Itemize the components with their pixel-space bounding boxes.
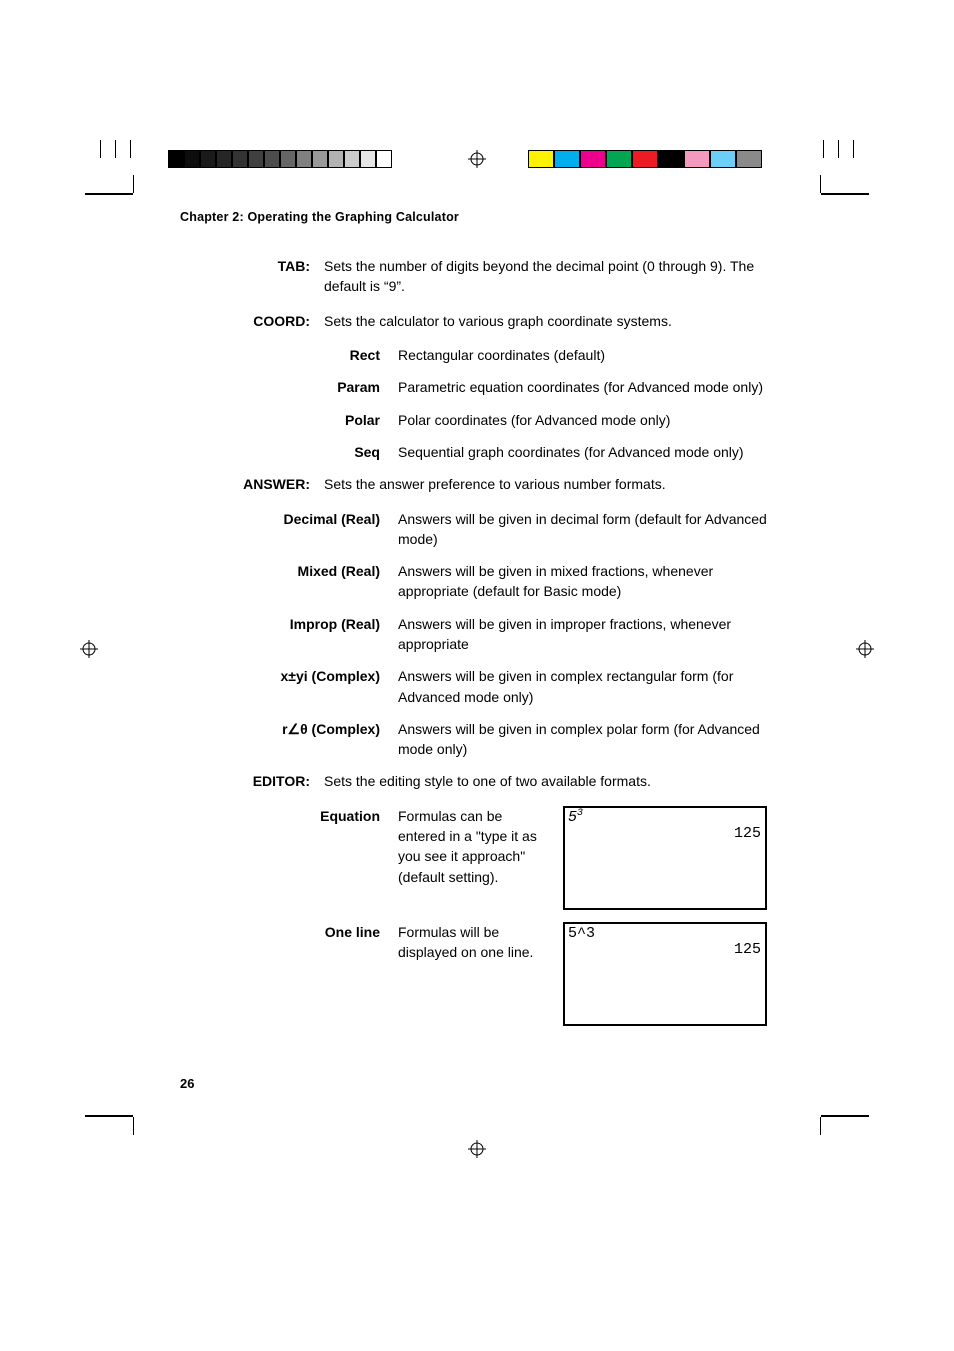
label-answer: ANSWER: [180, 474, 324, 494]
editor-item-desc: Formulas will be displayed on one line. [398, 922, 563, 963]
answer-item-label: x±yi (Complex) [180, 666, 398, 707]
answer-item-label: Mixed (Real) [180, 561, 398, 602]
answer-item-label: r∠θ (Complex) [180, 719, 398, 760]
desc-answer: Sets the answer preference to various nu… [324, 474, 780, 494]
label-editor: EDITOR: [180, 771, 324, 791]
answer-item-desc: Answers will be given in complex rectang… [398, 666, 780, 707]
content-body: Chapter 2: Operating the Graphing Calcul… [180, 208, 780, 1038]
coord-item: SeqSequential graph coordinates (for Adv… [180, 442, 780, 462]
calculator-lcd: 53 125 [563, 806, 767, 910]
crop-bars-top-left [100, 140, 131, 158]
color-calibration-bar [528, 150, 762, 168]
coord-item-label: Seq [180, 442, 398, 462]
editor-item: EquationFormulas can be entered in a "ty… [180, 806, 780, 910]
answer-item-label: Decimal (Real) [180, 509, 398, 550]
row-editor: EDITOR: Sets the editing style to one of… [180, 771, 780, 791]
crop-mark-br [819, 1115, 869, 1135]
registration-mark-left [80, 640, 98, 658]
label-tab: TAB: [180, 256, 324, 297]
answer-item-desc: Answers will be given in mixed fractions… [398, 561, 780, 602]
row-coord: COORD: Sets the calculator to various gr… [180, 311, 780, 331]
desc-tab: Sets the number of digits beyond the dec… [324, 256, 780, 297]
page-number: 26 [180, 1076, 194, 1091]
answer-item: Decimal (Real)Answers will be given in d… [180, 509, 780, 550]
coord-item: PolarPolar coordinates (for Advanced mod… [180, 410, 780, 430]
answer-item: Mixed (Real)Answers will be given in mix… [180, 561, 780, 602]
coord-item: ParamParametric equation coordinates (fo… [180, 377, 780, 397]
lcd-output: 125 [734, 826, 761, 841]
answer-item: x±yi (Complex)Answers will be given in c… [180, 666, 780, 707]
chapter-heading: Chapter 2: Operating the Graphing Calcul… [180, 208, 780, 226]
desc-editor: Sets the editing style to one of two ava… [324, 771, 780, 791]
coord-item: RectRectangular coordinates (default) [180, 345, 780, 365]
editor-item: One lineFormulas will be displayed on on… [180, 922, 780, 1026]
answer-item-desc: Answers will be given in improper fracti… [398, 614, 780, 655]
row-tab: TAB: Sets the number of digits beyond th… [180, 256, 780, 297]
coord-item-desc: Parametric equation coordinates (for Adv… [398, 377, 780, 397]
lcd-input: 53 [568, 810, 583, 825]
crop-bars-top-right [823, 140, 854, 158]
crop-mark-tl [85, 175, 135, 195]
page: Chapter 2: Operating the Graphing Calcul… [0, 0, 954, 1351]
desc-coord: Sets the calculator to various graph coo… [324, 311, 780, 331]
registration-mark-top [468, 150, 486, 168]
lcd-input: 5^3 [568, 926, 595, 941]
editor-item-desc: Formulas can be entered in a "type it as… [398, 806, 563, 887]
lcd-output: 125 [734, 942, 761, 957]
registration-mark-right [856, 640, 874, 658]
registration-mark-bottom [468, 1140, 486, 1158]
editor-item-label: One line [180, 922, 398, 942]
row-answer: ANSWER: Sets the answer preference to va… [180, 474, 780, 494]
coord-item-label: Polar [180, 410, 398, 430]
answer-item-label: Improp (Real) [180, 614, 398, 655]
coord-item-desc: Polar coordinates (for Advanced mode onl… [398, 410, 780, 430]
coord-item-label: Param [180, 377, 398, 397]
grayscale-calibration-bar [168, 150, 392, 168]
answer-item-desc: Answers will be given in decimal form (d… [398, 509, 780, 550]
coord-item-label: Rect [180, 345, 398, 365]
answer-item: Improp (Real)Answers will be given in im… [180, 614, 780, 655]
crop-mark-bl [85, 1115, 135, 1135]
answer-item-desc: Answers will be given in complex polar f… [398, 719, 780, 760]
editor-item-label: Equation [180, 806, 398, 826]
label-coord: COORD: [180, 311, 324, 331]
crop-mark-tr [819, 175, 869, 195]
calculator-lcd: 5^3 125 [563, 922, 767, 1026]
coord-item-desc: Rectangular coordinates (default) [398, 345, 780, 365]
coord-item-desc: Sequential graph coordinates (for Advanc… [398, 442, 780, 462]
answer-item: r∠θ (Complex)Answers will be given in co… [180, 719, 780, 760]
